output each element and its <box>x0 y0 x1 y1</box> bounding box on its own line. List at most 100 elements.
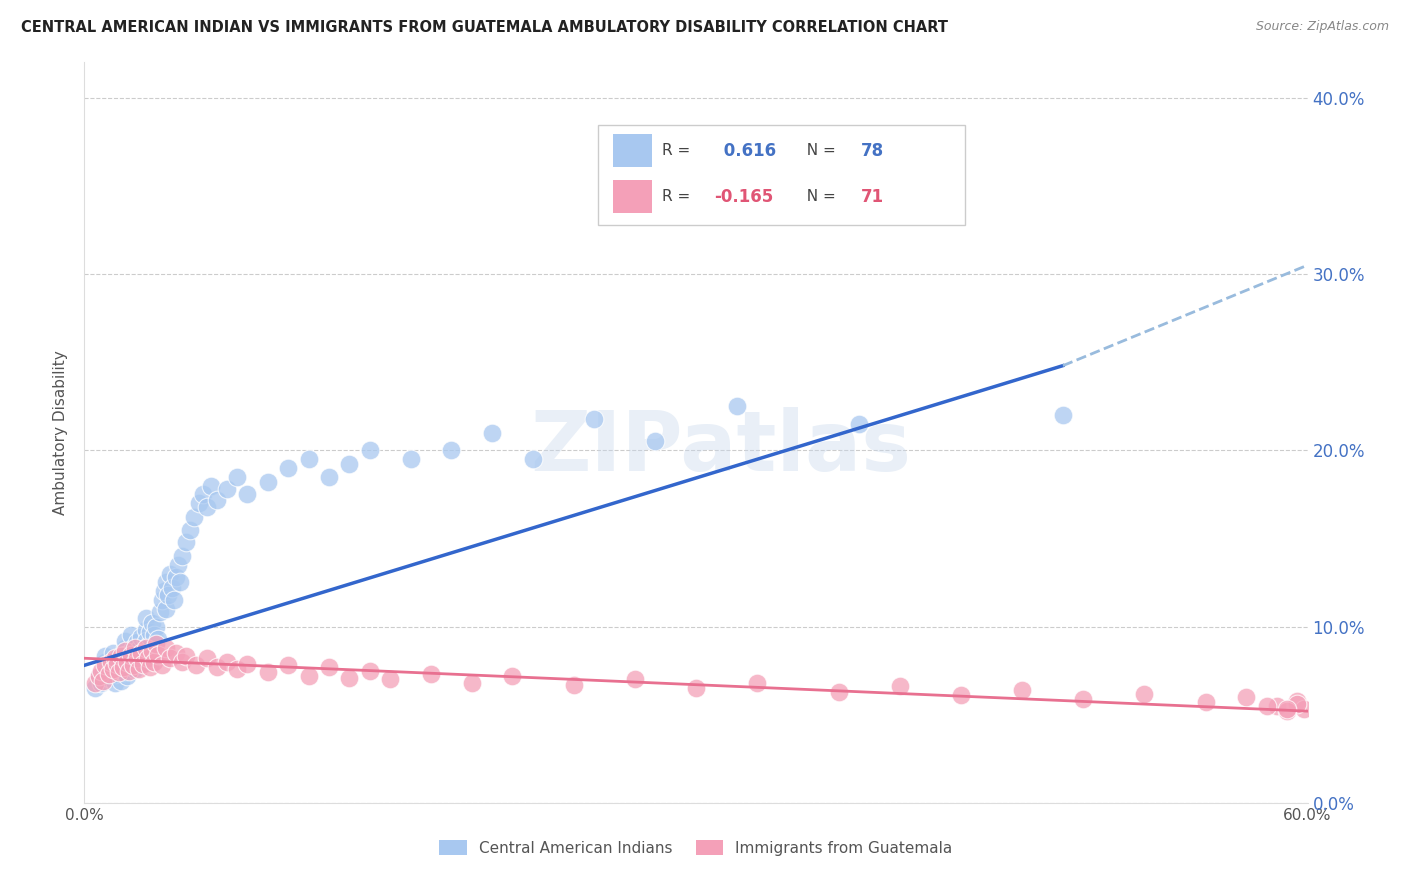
Point <box>100 655 122 669</box>
Point <box>1277 702 1299 716</box>
Point <box>114 633 136 648</box>
Point <box>399 452 422 467</box>
Point <box>138 624 160 639</box>
Point <box>169 575 191 590</box>
Point <box>83 676 105 690</box>
Point <box>685 681 707 696</box>
Point <box>318 660 340 674</box>
Point <box>141 644 163 658</box>
Point <box>725 399 748 413</box>
Point <box>105 651 128 665</box>
Point <box>131 630 153 644</box>
Point <box>187 496 209 510</box>
Point <box>104 651 127 665</box>
Point <box>124 662 146 676</box>
Point <box>217 482 239 496</box>
Point <box>112 665 135 680</box>
Point <box>114 640 136 655</box>
Point <box>142 655 165 669</box>
Point <box>150 658 173 673</box>
Point <box>172 549 194 563</box>
Point <box>828 685 851 699</box>
Point <box>562 678 585 692</box>
Point <box>138 660 160 674</box>
Point <box>440 443 463 458</box>
Point <box>1286 697 1309 711</box>
Point <box>191 487 214 501</box>
Point <box>380 673 402 687</box>
Point <box>236 487 259 501</box>
Point <box>1277 704 1299 718</box>
Point <box>257 475 280 489</box>
Point <box>132 657 155 671</box>
Point <box>122 658 145 673</box>
Point <box>135 610 157 624</box>
Point <box>950 688 973 702</box>
Point <box>195 500 218 514</box>
Point <box>108 665 131 680</box>
Point <box>145 619 167 633</box>
Point <box>172 655 194 669</box>
Legend: Central American Indians, Immigrants from Guatemala: Central American Indians, Immigrants fro… <box>433 834 959 862</box>
Point <box>153 584 176 599</box>
Text: 78: 78 <box>860 142 884 160</box>
Point <box>156 588 179 602</box>
Text: N =: N = <box>797 144 841 158</box>
Point <box>481 425 503 440</box>
Point <box>128 662 150 676</box>
Point <box>128 642 150 657</box>
Point <box>200 478 222 492</box>
Point <box>91 664 114 678</box>
Point <box>115 655 138 669</box>
Point <box>114 660 136 674</box>
Text: R =: R = <box>662 144 695 158</box>
Point <box>93 658 115 673</box>
Point <box>163 593 186 607</box>
Point <box>583 411 606 425</box>
Point <box>91 674 114 689</box>
Point <box>90 664 112 678</box>
Point <box>141 615 163 630</box>
Point <box>83 681 105 696</box>
Text: N =: N = <box>797 189 841 204</box>
Point <box>97 671 120 685</box>
Point <box>160 581 183 595</box>
Point <box>93 655 115 669</box>
Point <box>848 417 870 431</box>
Y-axis label: Ambulatory Disability: Ambulatory Disability <box>53 351 69 515</box>
Point <box>93 649 115 664</box>
Point <box>135 633 157 648</box>
Point <box>205 660 228 674</box>
Point <box>174 535 197 549</box>
FancyBboxPatch shape <box>598 126 965 226</box>
Point <box>1011 683 1033 698</box>
Point <box>104 667 127 681</box>
Point <box>149 606 172 620</box>
Point <box>159 566 181 581</box>
Point <box>217 655 239 669</box>
Point <box>112 660 135 674</box>
Point <box>420 667 443 681</box>
Point <box>889 680 911 694</box>
Point <box>522 452 544 467</box>
Point <box>108 658 131 673</box>
Point <box>1256 698 1278 713</box>
Point <box>183 510 205 524</box>
Point <box>502 669 524 683</box>
Point <box>122 640 145 655</box>
Point <box>1286 693 1309 707</box>
Point <box>110 674 132 689</box>
Point <box>1236 690 1258 704</box>
Point <box>318 469 340 483</box>
Point <box>1292 702 1315 716</box>
Text: Source: ZipAtlas.com: Source: ZipAtlas.com <box>1256 20 1389 33</box>
Point <box>127 635 149 649</box>
Point <box>236 657 259 671</box>
Point <box>339 671 361 685</box>
Point <box>93 662 115 676</box>
Point <box>186 658 208 673</box>
Point <box>118 664 141 678</box>
Point <box>115 669 138 683</box>
Point <box>205 492 228 507</box>
Point <box>298 669 321 683</box>
